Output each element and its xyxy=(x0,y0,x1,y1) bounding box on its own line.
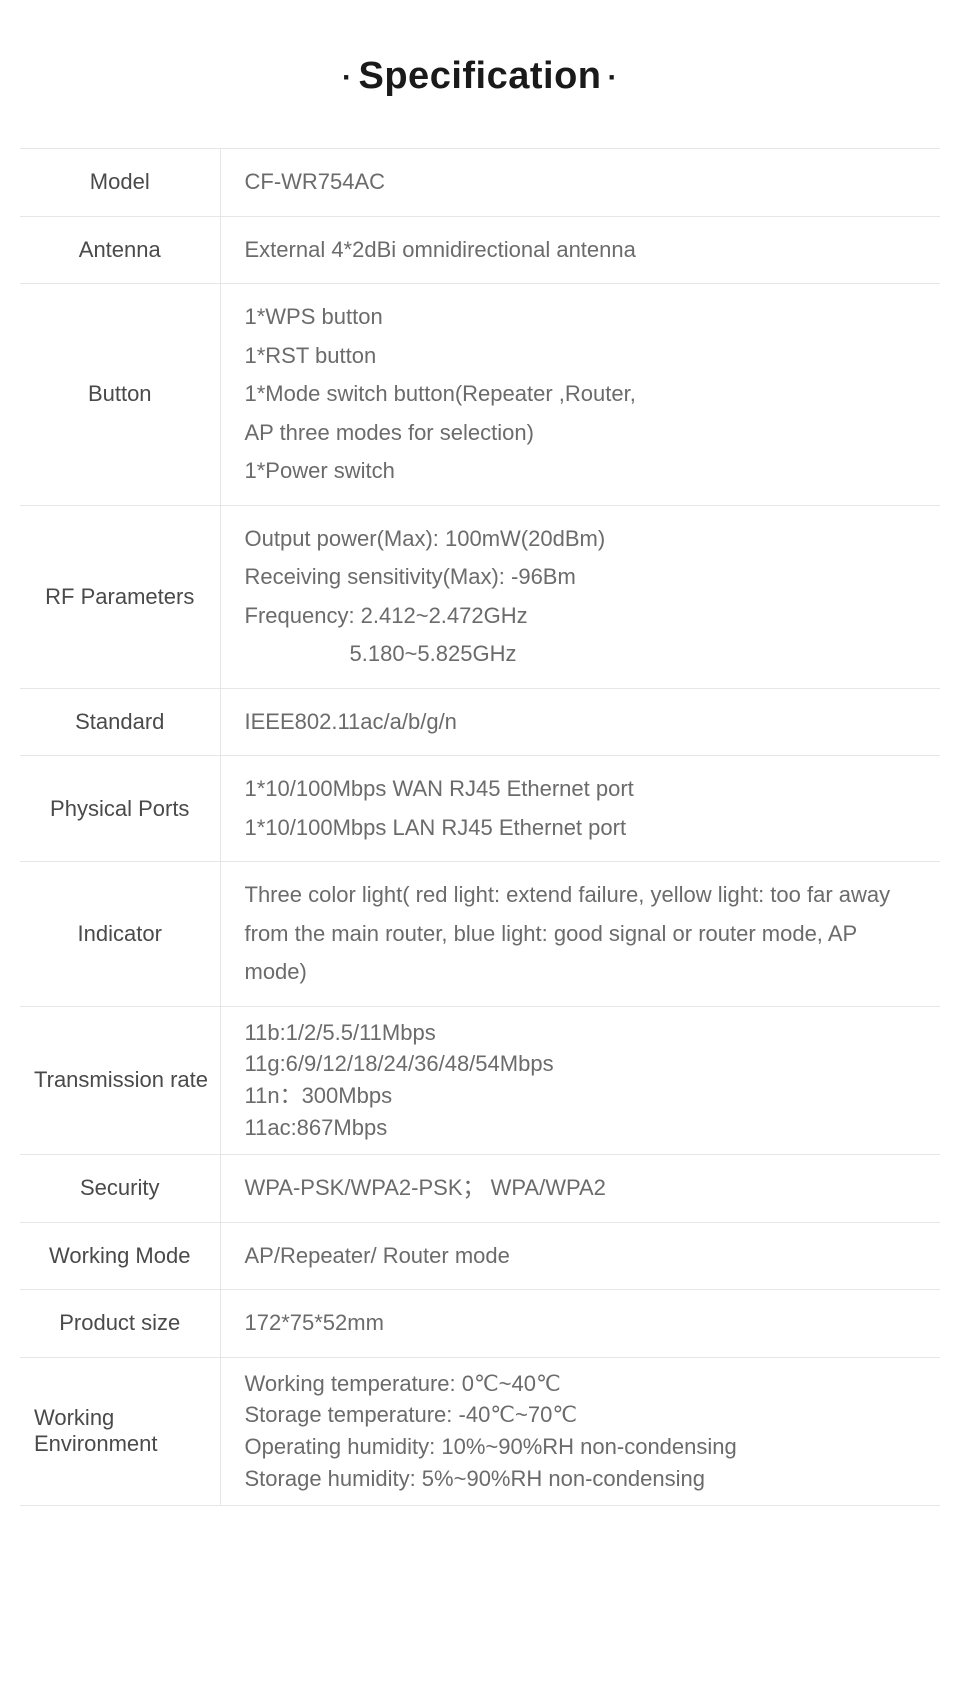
page-title: ·Specification· xyxy=(0,0,960,148)
spec-value: IEEE802.11ac/a/b/g/n xyxy=(220,688,940,756)
table-row: Antenna External 4*2dBi omnidirectional a… xyxy=(20,216,940,284)
spec-value-line: Operating humidity: 10%~90%RH non-conden… xyxy=(245,1431,917,1463)
spec-value-line: 1*10/100Mbps LAN RJ45 Ethernet port xyxy=(245,809,917,848)
spec-label: Model xyxy=(20,149,220,217)
spec-label: Antenna xyxy=(20,216,220,284)
table-row: Physical Ports1*10/100Mbps WAN RJ45 Ethe… xyxy=(20,756,940,862)
spec-value: Working temperature: 0℃~40℃Storage tempe… xyxy=(220,1357,940,1506)
spec-label: Physical Ports xyxy=(20,756,220,862)
specification-table: Model CF-WR754AC Antenna External 4*2dBi om… xyxy=(20,148,940,1506)
spec-value: 11b:1/2/5.5/11Mbps11g:6/9/12/18/24/36/48… xyxy=(220,1006,940,1155)
table-row: Button1*WPS button1*RST button1*Mode swi… xyxy=(20,284,940,506)
table-row: Product size 172*75*52mm xyxy=(20,1290,940,1358)
spec-value: Output power(Max): 100mW(20dBm)Receiving… xyxy=(220,505,940,688)
spec-label: Working Environment xyxy=(20,1357,220,1506)
spec-value-line: Frequency: 2.412~2.472GHz xyxy=(245,597,917,636)
spec-value: WPA-PSK/WPA2-PSK； WPA/WPA2 xyxy=(220,1155,940,1223)
spec-value-line: Receiving sensitivity(Max): -96Bm xyxy=(245,558,917,597)
spec-label: Security xyxy=(20,1155,220,1223)
spec-value-line: 1*Power switch xyxy=(245,452,917,491)
spec-value: 1*WPS button1*RST button1*Mode switch bu… xyxy=(220,284,940,506)
spec-value-line: 11b:1/2/5.5/11Mbps xyxy=(245,1017,917,1049)
spec-value: AP/Repeater/ Router mode xyxy=(220,1222,940,1290)
spec-value: 1*10/100Mbps WAN RJ45 Ethernet port1*10/… xyxy=(220,756,940,862)
spec-value-line: Storage temperature: -40℃~70℃ xyxy=(245,1399,917,1431)
title-dot-right: · xyxy=(602,61,625,94)
spec-value-line: Output power(Max): 100mW(20dBm) xyxy=(245,520,917,559)
spec-value-line: 11n：300Mbps xyxy=(245,1080,917,1112)
spec-value-line: 5.180~5.825GHz xyxy=(245,635,917,674)
spec-value-line: CF-WR754AC xyxy=(245,163,917,202)
spec-value: External 4*2dBi omnidirectional antenna xyxy=(220,216,940,284)
spec-value-line: External 4*2dBi omnidirectional antenna xyxy=(245,231,917,270)
spec-label: Working Mode xyxy=(20,1222,220,1290)
spec-value-line: 11g:6/9/12/18/24/36/48/54Mbps xyxy=(245,1048,917,1080)
spec-value: CF-WR754AC xyxy=(220,149,940,217)
spec-value: 172*75*52mm xyxy=(220,1290,940,1358)
title-dot-left: · xyxy=(336,61,359,94)
spec-value-line: 172*75*52mm xyxy=(245,1304,917,1343)
spec-value-line: Three color light( red light: extend fai… xyxy=(245,876,917,992)
spec-value-line: 1*Mode switch button(Repeater ,Router, xyxy=(245,375,917,414)
spec-label: Button xyxy=(20,284,220,506)
spec-value-line: IEEE802.11ac/a/b/g/n xyxy=(245,703,917,742)
spec-value-line: Working temperature: 0℃~40℃ xyxy=(245,1368,917,1400)
spec-value-line: 1*WPS button xyxy=(245,298,917,337)
spec-value-line: AP three modes for selection) xyxy=(245,414,917,453)
spec-label: Transmission rate xyxy=(20,1006,220,1155)
spec-label: RF Parameters xyxy=(20,505,220,688)
table-row: Security WPA-PSK/WPA2-PSK； WPA/WPA2 xyxy=(20,1155,940,1223)
table-row: Working Mode AP/Repeater/ Router mode xyxy=(20,1222,940,1290)
spec-label: Indicator xyxy=(20,862,220,1007)
spec-value: Three color light( red light: extend fai… xyxy=(220,862,940,1007)
table-row: RF ParametersOutput power(Max): 100mW(20… xyxy=(20,505,940,688)
table-row: Model CF-WR754AC xyxy=(20,149,940,217)
table-row: Working EnvironmentWorking temperature: … xyxy=(20,1357,940,1506)
table-row: IndicatorThree color light( red light: e… xyxy=(20,862,940,1007)
spec-value-line: Storage humidity: 5%~90%RH non-condensin… xyxy=(245,1463,917,1495)
spec-value-line: 11ac:867Mbps xyxy=(245,1112,917,1144)
title-text: Specification xyxy=(359,55,602,97)
table-row: Standard IEEE802.11ac/a/b/g/n xyxy=(20,688,940,756)
spec-value-line: WPA-PSK/WPA2-PSK； WPA/WPA2 xyxy=(245,1169,917,1208)
spec-label: Product size xyxy=(20,1290,220,1358)
spec-value-line: 1*RST button xyxy=(245,337,917,376)
spec-value-line: AP/Repeater/ Router mode xyxy=(245,1237,917,1276)
spec-value-line: 1*10/100Mbps WAN RJ45 Ethernet port xyxy=(245,770,917,809)
table-row: Transmission rate11b:1/2/5.5/11Mbps11g:6… xyxy=(20,1006,940,1155)
spec-label: Standard xyxy=(20,688,220,756)
